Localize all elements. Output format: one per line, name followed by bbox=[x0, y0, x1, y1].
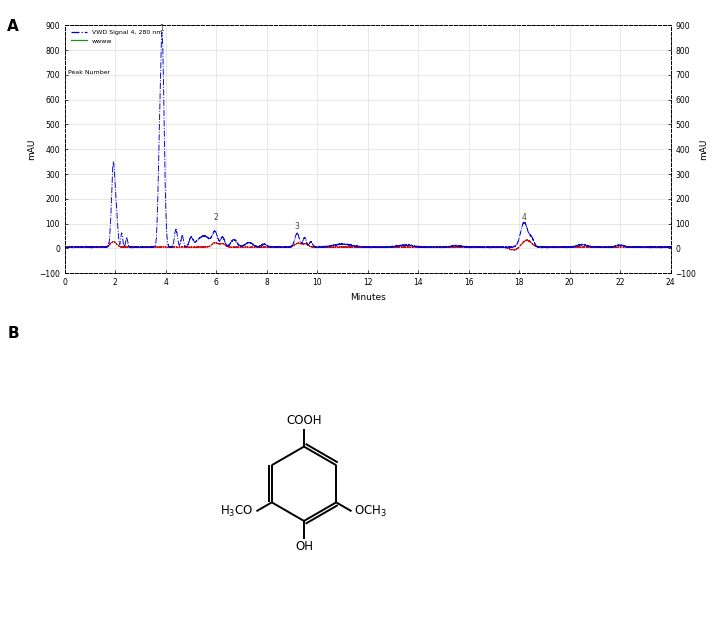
Y-axis label: mAU: mAU bbox=[699, 139, 708, 160]
Text: OCH$_3$: OCH$_3$ bbox=[354, 504, 387, 519]
Text: Peak Number: Peak Number bbox=[68, 70, 110, 75]
Text: OH: OH bbox=[295, 541, 313, 553]
Text: 3: 3 bbox=[295, 222, 299, 230]
Text: 1: 1 bbox=[159, 24, 164, 33]
Legend: VWD Signal 4, 280 nm, wwww: VWD Signal 4, 280 nm, wwww bbox=[71, 30, 162, 44]
X-axis label: Minutes: Minutes bbox=[350, 292, 386, 301]
Text: 4: 4 bbox=[522, 213, 526, 222]
Text: B: B bbox=[7, 326, 19, 341]
Text: A: A bbox=[7, 19, 19, 34]
Text: 2: 2 bbox=[214, 213, 218, 222]
Text: H$_3$CO: H$_3$CO bbox=[220, 504, 254, 519]
Text: COOH: COOH bbox=[286, 414, 322, 427]
Y-axis label: mAU: mAU bbox=[27, 139, 36, 160]
